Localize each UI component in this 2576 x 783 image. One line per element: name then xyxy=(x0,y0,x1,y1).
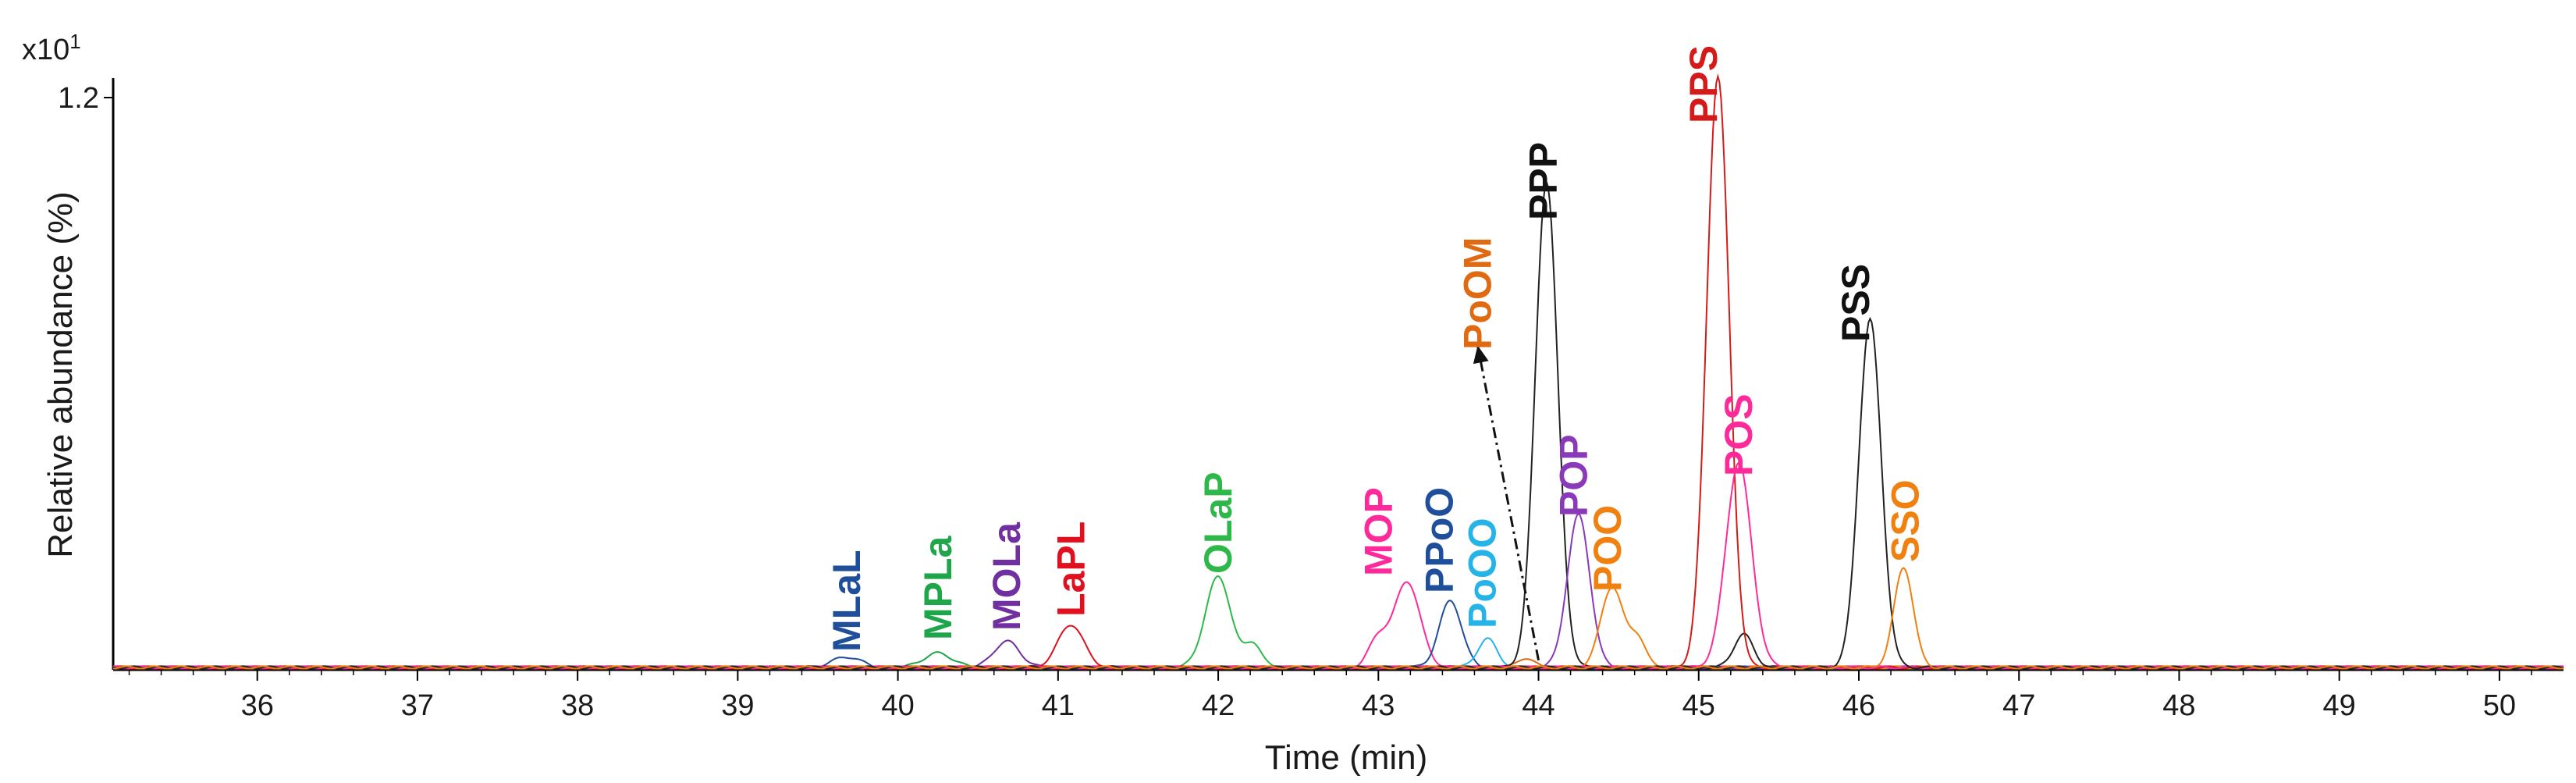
peak-label-ppp: PPP xyxy=(1522,142,1565,220)
x-tick-label: 36 xyxy=(241,689,274,722)
trace-olap xyxy=(112,575,2564,670)
peak-label-poo: POO xyxy=(1586,505,1629,592)
peak-label-mop: MOP xyxy=(1356,487,1400,576)
peak-label-mpla: MPLa xyxy=(916,535,960,640)
trace-ppp xyxy=(112,179,2564,670)
arrow-head xyxy=(1473,345,1489,365)
trace-pps xyxy=(112,73,2564,670)
peak-label-pop: POP xyxy=(1552,434,1596,517)
x-tick-label: 45 xyxy=(1682,689,1715,722)
trace-pss xyxy=(112,316,2564,670)
y-tick-label: 1.2 xyxy=(58,82,99,115)
trace-mop xyxy=(112,581,2564,670)
x-tick-label: 50 xyxy=(2483,689,2516,722)
x-tick-label: 38 xyxy=(561,689,594,722)
x-tick-label: 37 xyxy=(401,689,434,722)
x-tick-label: 40 xyxy=(881,689,914,722)
x-axis-title: Time (min) xyxy=(1265,739,1428,777)
axes xyxy=(112,78,2564,671)
trace-lapl xyxy=(112,625,2564,670)
x-tick-label: 48 xyxy=(2162,689,2195,722)
peak-label-pps: PPS xyxy=(1682,45,1725,123)
peak-label-poom: PoOM xyxy=(1456,237,1500,350)
x-tick-label: 49 xyxy=(2323,689,2356,722)
y-axis-title: Relative abundance (%) xyxy=(41,191,80,558)
x-tick-label: 41 xyxy=(1042,689,1075,722)
trace-pos xyxy=(112,461,2564,670)
trace-pop xyxy=(112,512,2564,670)
x-ticks: 36 37 38 39 40 41 42 43 44 45 46 47 48 49 50 xyxy=(128,670,2532,722)
x-tick-label: 46 xyxy=(1842,689,1875,722)
trace-mola xyxy=(112,639,2564,670)
y-ticks: 1.2 xyxy=(58,82,113,115)
x-tick-label: 43 xyxy=(1362,689,1395,722)
x-tick-label: 44 xyxy=(1522,689,1554,722)
trace-sso xyxy=(112,567,2564,670)
peak-labels: MLaL MPLa MOLa LaPL OLaP MOP PPoO PoOO PoOM PPP PO… xyxy=(825,45,1928,652)
peak-label-pos: POS xyxy=(1717,393,1761,476)
peak-label-mlal: MLaL xyxy=(825,550,869,652)
peak-label-ppoo: PPoO xyxy=(1417,487,1461,593)
x-tick-label: 47 xyxy=(2002,689,2035,722)
x-tick-label: 39 xyxy=(721,689,754,722)
peak-label-mola: MOLa xyxy=(985,521,1029,631)
annotation-arrow xyxy=(1473,345,1540,661)
y-multiplier-label: x101 xyxy=(22,30,81,66)
arrow-line xyxy=(1476,345,1540,661)
peak-label-pooo: PoOO xyxy=(1461,518,1505,628)
x-tick-label: 42 xyxy=(1202,689,1235,722)
trace-pooo xyxy=(112,637,2564,670)
trace-ppoo xyxy=(112,600,2564,670)
peak-label-sso: SSO xyxy=(1884,479,1928,562)
traces xyxy=(112,73,2564,670)
peak-label-lapl: LaPL xyxy=(1049,521,1093,617)
peak-label-olap: OLaP xyxy=(1196,472,1240,574)
trace-poo xyxy=(112,586,2564,670)
peak-label-pss: PSS xyxy=(1834,264,1878,342)
